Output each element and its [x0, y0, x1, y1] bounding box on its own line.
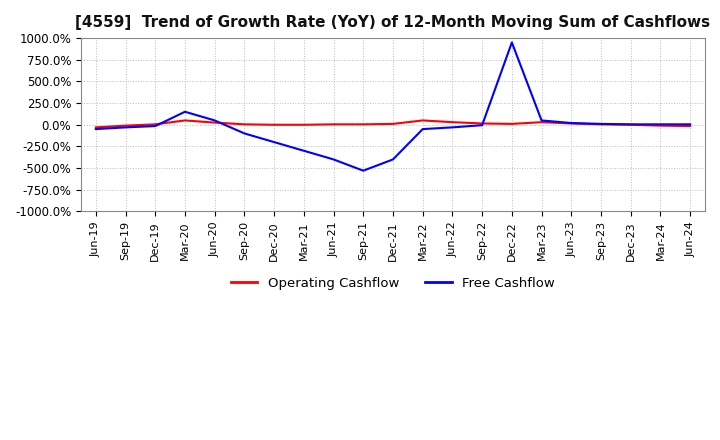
Free Cashflow [359, 168, 368, 173]
Operating Cashflow [686, 124, 695, 129]
Operating Cashflow [91, 125, 100, 130]
Free Cashflow [91, 126, 100, 132]
Free Cashflow [300, 148, 308, 154]
Free Cashflow [626, 122, 635, 127]
Free Cashflow [686, 122, 695, 127]
Free Cashflow [151, 124, 160, 129]
Operating Cashflow [240, 122, 248, 127]
Operating Cashflow [300, 122, 308, 128]
Operating Cashflow [537, 120, 546, 125]
Operating Cashflow [656, 123, 665, 128]
Free Cashflow [478, 123, 487, 128]
Operating Cashflow [329, 122, 338, 127]
Free Cashflow [270, 139, 279, 145]
Free Cashflow [121, 125, 130, 130]
Operating Cashflow [567, 121, 575, 126]
Line: Free Cashflow: Free Cashflow [96, 42, 690, 171]
Operating Cashflow [121, 123, 130, 128]
Operating Cashflow [210, 120, 219, 125]
Free Cashflow [210, 118, 219, 123]
Operating Cashflow [508, 121, 516, 127]
Free Cashflow [181, 109, 189, 114]
Operating Cashflow [597, 122, 606, 127]
Line: Operating Cashflow: Operating Cashflow [96, 121, 690, 127]
Operating Cashflow [270, 122, 279, 128]
Free Cashflow [508, 40, 516, 45]
Free Cashflow [240, 131, 248, 136]
Operating Cashflow [626, 122, 635, 128]
Free Cashflow [656, 122, 665, 127]
Operating Cashflow [359, 122, 368, 127]
Free Cashflow [448, 125, 456, 130]
Free Cashflow [329, 157, 338, 162]
Legend: Operating Cashflow, Free Cashflow: Operating Cashflow, Free Cashflow [225, 271, 560, 295]
Operating Cashflow [418, 118, 427, 123]
Free Cashflow [537, 118, 546, 123]
Operating Cashflow [478, 121, 487, 126]
Operating Cashflow [181, 118, 189, 123]
Operating Cashflow [389, 121, 397, 127]
Title: [4559]  Trend of Growth Rate (YoY) of 12-Month Moving Sum of Cashflows: [4559] Trend of Growth Rate (YoY) of 12-… [76, 15, 711, 30]
Free Cashflow [597, 121, 606, 127]
Operating Cashflow [151, 122, 160, 127]
Free Cashflow [418, 126, 427, 132]
Operating Cashflow [448, 120, 456, 125]
Free Cashflow [567, 121, 575, 126]
Free Cashflow [389, 157, 397, 162]
